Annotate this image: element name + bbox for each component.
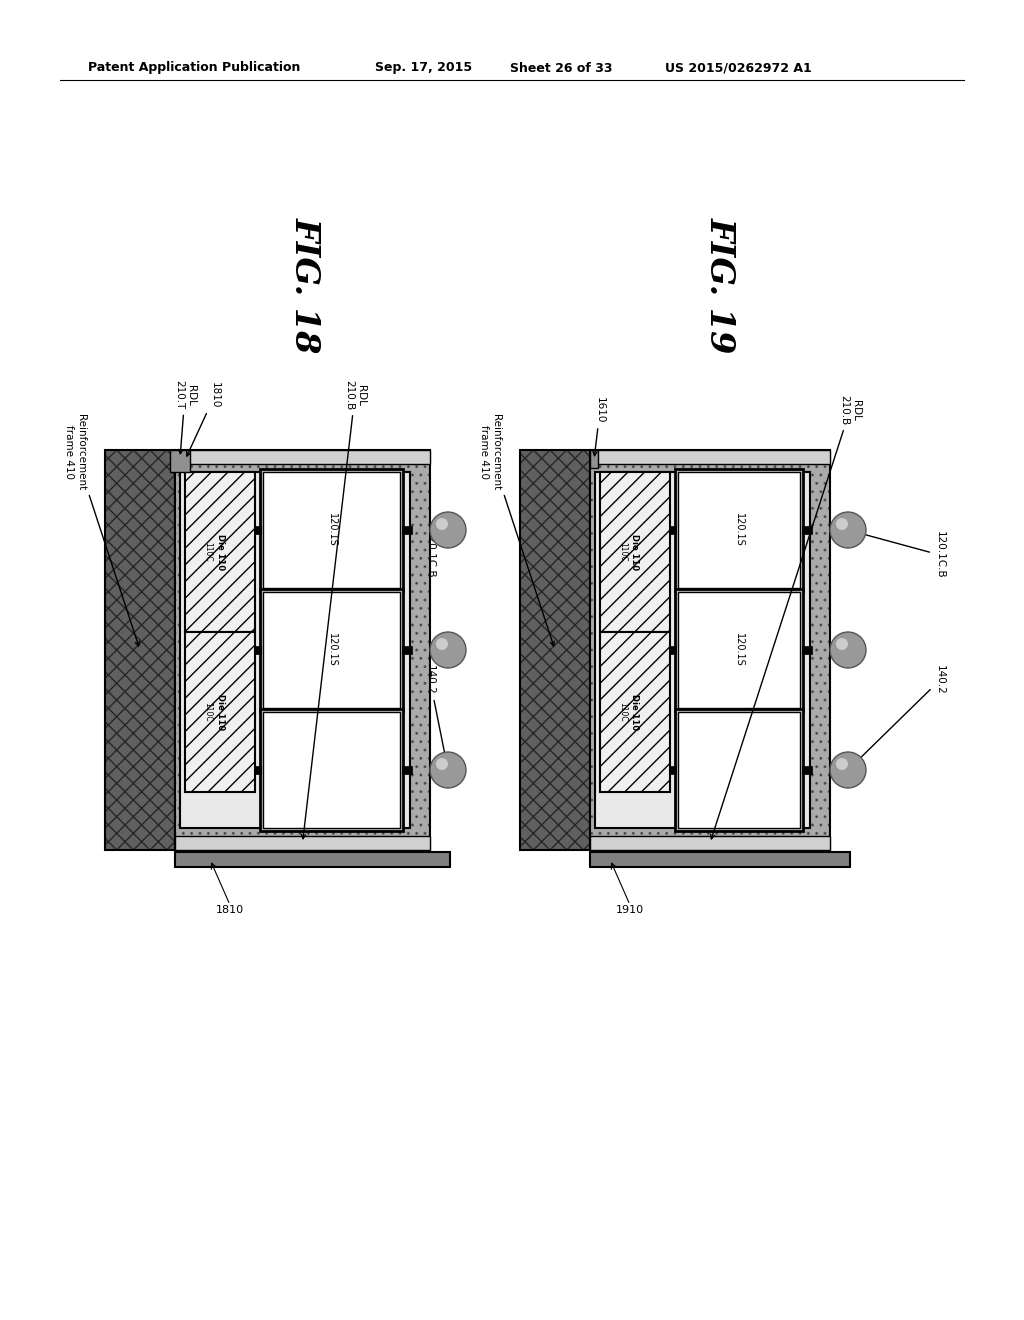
Text: Patent Application Publication: Patent Application Publication [88,62,300,74]
Bar [675,709,803,832]
Text: FIG. 18: FIG. 18 [289,216,322,354]
Bar [180,473,410,828]
Bar [600,632,670,792]
Text: 120.1C.B: 120.1C.B [852,531,945,578]
Bar [185,632,255,792]
Text: 120.1S: 120.1S [327,634,337,667]
Bar [590,836,830,850]
Bar [802,525,812,535]
Text: 120.1S: 120.1S [734,513,744,546]
Bar [263,473,400,587]
Bar [675,469,803,591]
Text: RDL
210.B: RDL 210.B [301,380,366,838]
Circle shape [430,632,466,668]
Bar [263,591,400,708]
Bar [590,851,850,867]
Bar [263,711,400,828]
Text: FIG. 19: FIG. 19 [703,216,736,354]
Circle shape [430,752,466,788]
Bar [520,450,590,850]
Bar [590,450,598,469]
Bar [260,469,403,591]
Bar [802,645,812,653]
Bar [590,450,830,465]
Text: Reinforcement
frame 410: Reinforcement frame 410 [65,413,139,645]
Bar [590,450,830,850]
Text: 1910: 1910 [616,906,644,915]
Bar [678,473,800,587]
Circle shape [436,758,449,770]
Bar [255,525,261,535]
Text: Sep. 17, 2015: Sep. 17, 2015 [375,62,472,74]
Text: Die 110: Die 110 [215,535,224,570]
Bar [590,450,830,850]
Circle shape [836,758,848,770]
Bar [402,525,412,535]
Text: 120.1S: 120.1S [734,634,744,667]
Bar [600,473,670,632]
Bar [255,766,261,774]
Bar [670,766,676,774]
Text: 110C: 110C [204,543,213,562]
Text: 120.1C.B: 120.1C.B [425,531,445,578]
Bar [105,450,175,850]
Bar [600,473,670,632]
Bar [600,632,670,792]
Text: RDL
210.T: RDL 210.T [174,380,196,454]
Bar [185,473,255,632]
Text: 140.2: 140.2 [425,665,449,766]
Text: 1610: 1610 [593,397,605,455]
Bar [185,473,255,632]
Bar [595,473,810,828]
Bar [675,589,803,711]
Bar [185,632,255,792]
Circle shape [830,512,866,548]
Bar [170,450,190,473]
Bar [175,450,430,850]
Circle shape [436,517,449,531]
Text: 1810: 1810 [216,906,244,915]
Text: RDL
210.B: RDL 210.B [711,395,861,840]
Bar [175,851,450,867]
Bar [105,450,175,850]
Bar [678,711,800,828]
Text: Sheet 26 of 33: Sheet 26 of 33 [510,62,612,74]
Bar [175,450,430,850]
Bar [260,589,403,711]
Bar [678,591,800,708]
Bar [402,645,412,653]
Text: 110C: 110C [618,543,628,562]
Circle shape [836,638,848,649]
Text: 110C: 110C [618,702,628,722]
Bar [670,645,676,653]
Circle shape [436,638,449,649]
Circle shape [836,517,848,531]
Bar [175,836,430,850]
Bar [520,450,590,850]
Text: 1810: 1810 [186,381,220,457]
Circle shape [830,752,866,788]
Text: Die 110: Die 110 [215,694,224,730]
Bar [670,525,676,535]
Text: Die 110: Die 110 [631,535,640,570]
Circle shape [830,632,866,668]
Text: US 2015/0262972 A1: US 2015/0262972 A1 [665,62,812,74]
Text: Die 110: Die 110 [631,694,640,730]
Text: 140.2: 140.2 [851,665,945,767]
Bar [255,645,261,653]
Bar [175,450,430,465]
Text: 120.1S: 120.1S [327,513,337,546]
Bar [402,766,412,774]
Text: Reinforcement
frame 410: Reinforcement frame 410 [479,413,554,645]
Bar [260,709,403,832]
Circle shape [430,512,466,548]
Text: 110C: 110C [204,702,213,722]
Bar [802,766,812,774]
